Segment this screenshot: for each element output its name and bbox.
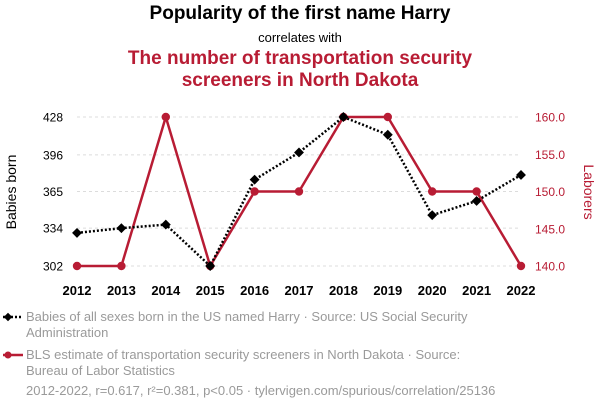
y-right-tick-label: 160.0 (535, 111, 565, 125)
x-tick-label: 2020 (418, 283, 447, 298)
y-right-tick-label: 155.0 (535, 148, 565, 162)
series-harry-point (516, 169, 526, 180)
x-tick-label: 2022 (507, 283, 536, 298)
y-left-tick-label: 334 (43, 222, 63, 236)
y-right-axis-label: Laborers (581, 164, 597, 219)
x-tick-label: 2014 (151, 283, 181, 298)
legend-key-screeners (3, 351, 23, 359)
y-left-tick-label: 302 (43, 260, 63, 274)
x-tick-label: 2016 (240, 283, 269, 298)
legend-text-screeners-line-2: Bureau of Labor Statistics (26, 363, 175, 378)
series-screeners-point (161, 112, 170, 122)
second-title-line-2: screeners in North Dakota (181, 70, 419, 91)
y-left-tick-label: 365 (43, 185, 63, 199)
x-tick-label: 2021 (462, 283, 491, 298)
legend-text-harry-line-1: Babies of all sexes born in the US named… (26, 309, 468, 324)
series-harry-point (427, 210, 438, 221)
series-screeners-point (516, 261, 526, 271)
series-harry-point (72, 227, 82, 238)
x-tick-label: 2013 (107, 283, 136, 298)
chart-footer: 2012-2022, r=0.617, r²=0.381, p<0.05 · t… (26, 383, 496, 398)
series-harry-point (205, 261, 216, 271)
x-tick-label: 2018 (329, 283, 358, 298)
x-tick-label: 2015 (196, 283, 225, 298)
series-screeners-point (72, 261, 82, 271)
y-left-axis-label: Babies born (3, 155, 19, 230)
series-screeners-point (294, 187, 304, 196)
x-tick-label: 2019 (373, 283, 402, 298)
series-harry-point (160, 219, 171, 230)
series-screeners-point (428, 187, 437, 196)
series-screeners-point (117, 261, 126, 271)
second-title-line-1: The number of transportation security (127, 48, 473, 69)
series-harry-point (249, 174, 260, 185)
legend-text-harry-line-2: Administration (26, 325, 109, 340)
chart-subtitle: correlates with (258, 30, 342, 45)
y-right-tick-label: 145.0 (535, 222, 565, 236)
series-harry-point (116, 223, 127, 234)
series-harry-point (294, 147, 304, 158)
chart-second-title: The number of transportation security sc… (0, 48, 600, 92)
legend-key-harry (3, 312, 23, 322)
y-left-tick-label: 428 (43, 111, 63, 125)
chart-title: Popularity of the first name Harry (149, 3, 451, 24)
x-tick-label: 2017 (285, 283, 314, 298)
series-screeners-point (472, 187, 481, 196)
y-left-tick-label: 396 (43, 148, 63, 162)
y-right-tick-label: 150.0 (535, 185, 565, 199)
series-screeners-point (383, 112, 392, 122)
y-right-tick-label: 140.0 (535, 260, 565, 274)
series-harry-point (382, 129, 393, 140)
series-harry-point (471, 196, 482, 206)
series-screeners-point (250, 187, 259, 196)
legend-text-screeners-line-1: BLS estimate of transportation security … (26, 347, 461, 362)
x-tick-label: 2012 (63, 283, 92, 298)
